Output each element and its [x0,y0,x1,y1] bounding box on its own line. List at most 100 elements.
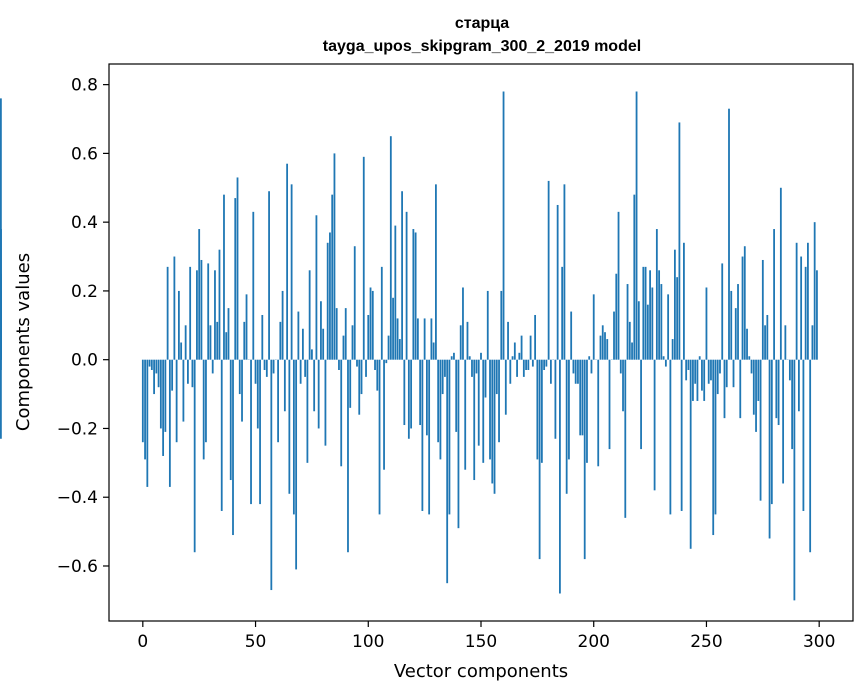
bar-279 [770,359,773,505]
bar-134 [444,359,446,377]
y-tick-label: −0.6 [57,557,98,577]
bar-283 [779,187,782,360]
bar-34 [218,249,221,360]
bar-206 [606,339,609,360]
bar-undefined [0,359,2,439]
bar-165 [513,342,516,360]
bar-26 [200,259,203,360]
x-tick-label: 100 [352,632,384,652]
bar-63 [283,359,286,412]
bar-51 [256,359,259,429]
bar-200 [592,294,595,360]
bar-295 [807,242,809,360]
bar-8 [159,359,162,429]
bar-129 [432,342,435,360]
bar-252 [710,359,712,381]
bar-126 [425,359,428,436]
bar-71 [301,328,304,360]
bar-43 [238,359,241,395]
bar-series [0,91,818,601]
bar-55 [265,359,268,377]
bar-282 [777,359,780,426]
bar-122 [416,318,419,360]
bar-284 [782,359,785,484]
bar-213 [622,359,624,412]
bar-212 [619,359,622,374]
bar-157 [495,359,498,395]
bar-250 [705,287,708,360]
bar-116 [403,359,406,426]
bar-7 [157,359,160,388]
bar-166 [516,359,518,377]
bar-153 [486,290,489,360]
bar-296 [809,359,812,553]
bar-65 [288,359,291,494]
bar-91 [347,359,349,553]
bar-99 [365,359,367,377]
bar-143 [464,359,467,470]
bar-128 [430,318,433,360]
bar-181 [549,359,552,384]
bar-156 [493,359,496,494]
bar-251 [707,359,710,384]
bar-137 [450,356,453,360]
bar-172 [529,335,532,360]
bar-139 [455,359,458,432]
bar-217 [631,342,633,360]
bar-80 [322,328,325,360]
bar-235 [671,339,674,360]
bar-227 [653,359,656,491]
y-axis-ticks: −0.6 −0.4 −0.2 0.0 0.2 0.4 0.6 0.8 [57,76,109,577]
bar-83 [329,232,331,360]
bar-253 [712,359,715,536]
bar-115 [401,191,403,360]
bar-25 [198,229,201,360]
bar-222 [642,266,645,360]
bar-290 [795,242,798,360]
bar-95 [356,359,358,367]
bar-38 [227,308,230,360]
y-tick-label: 0.4 [71,213,98,233]
bar-154 [489,359,491,460]
chart-title: старца [455,15,509,32]
bar-2 [146,359,149,487]
bar-277 [766,314,769,360]
bar-269 [748,356,751,360]
bar-121 [414,232,417,360]
bar-202 [597,359,600,467]
bar-264 [737,284,739,360]
bar-41 [234,198,237,360]
bar-85 [333,153,336,360]
bar-191 [572,359,575,374]
bar-168 [520,335,523,360]
bar-218 [633,194,636,360]
bar-234 [669,359,672,515]
bar-281 [775,359,778,419]
bar-123 [419,359,422,426]
bar-76 [313,359,316,412]
bar-220 [637,301,640,360]
bar-258 [723,359,726,419]
bar-193 [577,359,579,384]
bar-15 [175,359,178,443]
y-tick-label: 0.2 [71,282,98,302]
bar-24 [196,270,198,360]
bar-84 [331,194,334,360]
bar-294 [804,266,807,360]
bar-98 [362,156,365,360]
bar-236 [673,249,676,360]
x-tick-label: 300 [803,632,835,652]
bar-104 [376,359,379,391]
bar-229 [658,270,661,360]
chart-subtitle: tayga_upos_skipgram_300_2_2019 model [323,38,641,55]
bar-53 [261,314,264,360]
bar-119 [410,359,413,429]
bar-271 [752,359,755,415]
bar-74 [308,270,311,360]
bar-297 [811,325,814,360]
bar-255 [716,359,719,395]
bar-28 [205,359,207,443]
bar-10 [164,359,167,432]
bar-275 [761,259,764,360]
bar-0 [141,359,144,443]
